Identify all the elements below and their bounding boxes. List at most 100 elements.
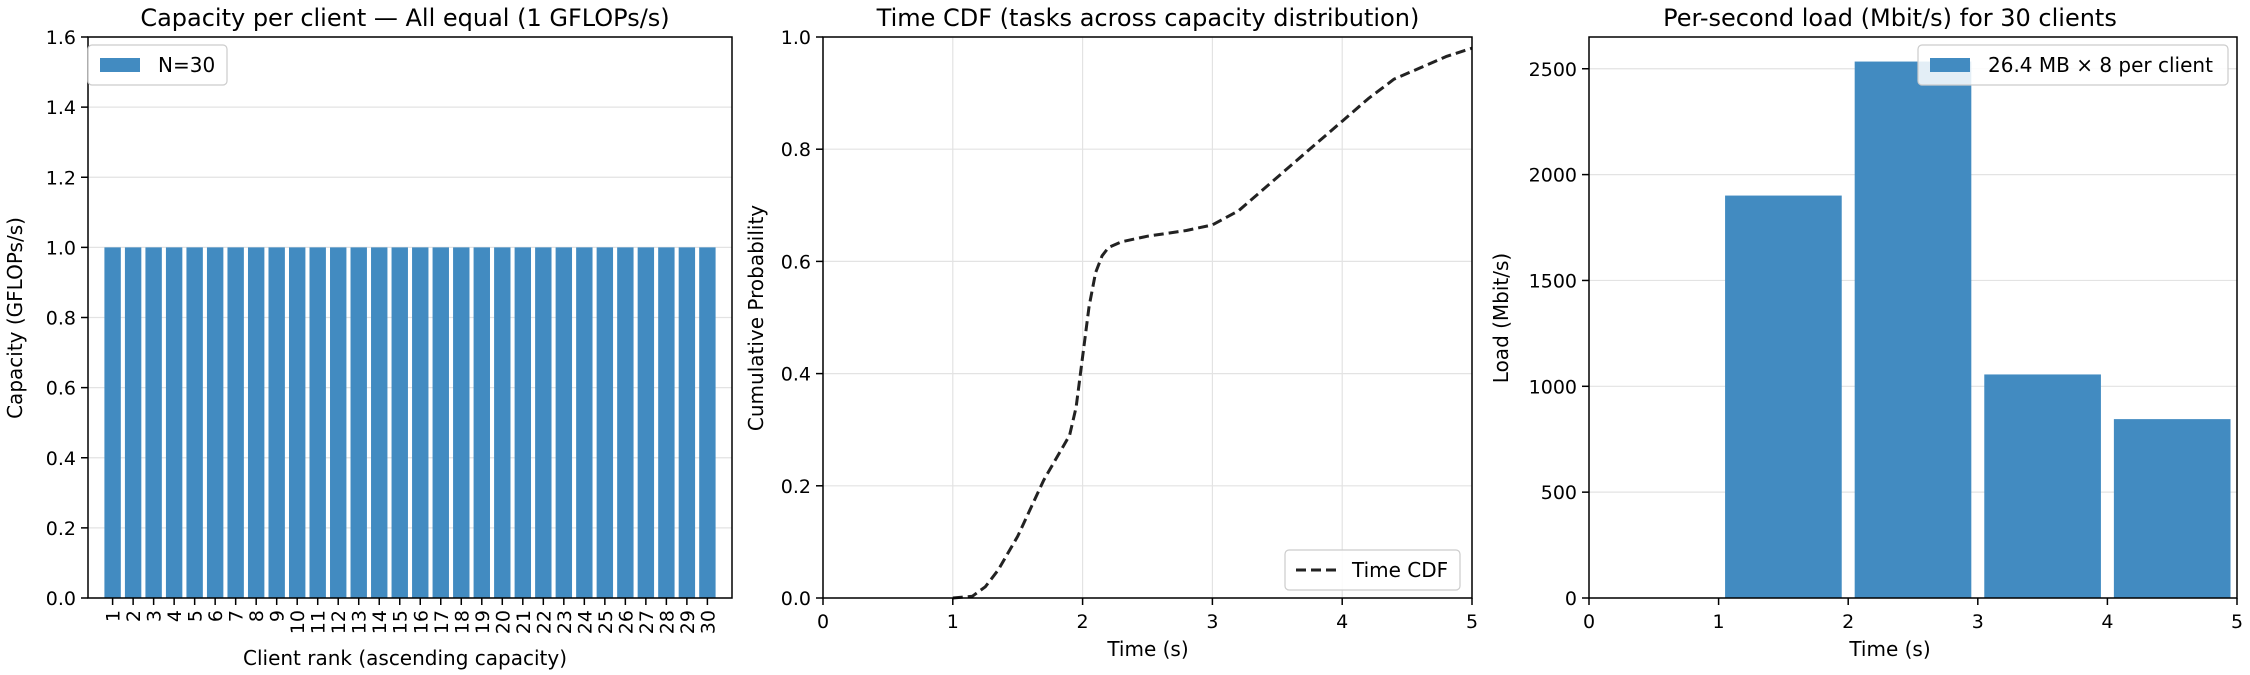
chart3-bar — [2113, 419, 2231, 598]
chart1-bar — [576, 247, 593, 598]
chart1-bar — [617, 247, 634, 598]
chart1-bar — [596, 247, 614, 598]
chart2-ytick-label: 0.4 — [781, 364, 811, 386]
chart3-ytick-label: 0 — [1565, 588, 1577, 610]
chart1-ytick-label: 0.6 — [46, 378, 76, 400]
chart3-xtick-label: 4 — [2101, 611, 2113, 633]
chart1-bar — [494, 247, 511, 598]
chart3-bar — [1854, 61, 1972, 598]
chart1-bar — [473, 247, 490, 598]
chart1-xtick-label: 18 — [451, 610, 473, 634]
chart1-bar — [330, 247, 347, 598]
chart1-bar — [247, 247, 265, 598]
chart1-bar — [165, 247, 183, 598]
chart1-bar — [350, 247, 367, 598]
chart1-bar — [432, 247, 449, 598]
chart1-xtick-label: 13 — [349, 610, 371, 634]
chart1-xtick-label: 26 — [615, 610, 637, 634]
chart1-ytick-label: 0.4 — [46, 448, 76, 470]
chart1-ylabel: Capacity (GFLOPs/s) — [3, 217, 27, 419]
chart1-bar — [699, 247, 716, 598]
chart2-ytick-label: 0.8 — [781, 139, 811, 161]
chart1-xtick-label: 29 — [677, 610, 699, 634]
chart1-xtick-label: 1 — [103, 610, 125, 622]
chart3-ytick-label: 500 — [1541, 482, 1577, 504]
panel-time-cdf: Time CDF (tasks across capacity distribu… — [744, 4, 1478, 661]
chart1-xtick-label: 11 — [308, 610, 330, 634]
chart1-xtick-label: 24 — [574, 610, 596, 634]
panel-per-second-load: Per-second load (Mbit/s) for 30 clients … — [1489, 4, 2243, 661]
chart1-bar — [637, 247, 655, 598]
chart1-bar — [453, 247, 470, 598]
chart1-legend-label: N=30 — [158, 53, 215, 77]
chart3-ytick-label: 2000 — [1529, 165, 1577, 187]
chart1-ytick-label: 0.0 — [46, 588, 76, 610]
chart1-ytick-label: 1.6 — [46, 27, 76, 49]
chart1-xtick-label: 20 — [492, 610, 514, 634]
chart2-xlabel: Time (s) — [1106, 637, 1188, 661]
chart1-ytick-label: 1.2 — [46, 167, 76, 189]
chart2-ytick-label: 0.2 — [781, 476, 811, 498]
chart3-bar — [1984, 374, 2101, 598]
chart3-ytick-label: 2500 — [1529, 59, 1577, 81]
chart2-title: Time CDF (tasks across capacity distribu… — [876, 4, 1420, 32]
chart1-xtick-label: 21 — [513, 610, 535, 634]
chart2-ytick-label: 0.0 — [781, 588, 811, 610]
chart3-ytick-label: 1000 — [1529, 376, 1577, 398]
chart1-xtick-label: 19 — [472, 610, 494, 634]
chart1-xtick-label: 23 — [554, 610, 576, 634]
panel-capacity-per-client: Capacity per client — All equal (1 GFLOP… — [3, 4, 733, 670]
chart1-xtick-label: 25 — [595, 610, 617, 634]
chart1-xtick-label: 27 — [636, 610, 658, 634]
chart3-xtick-label: 3 — [1972, 611, 1984, 633]
chart1-bar — [371, 247, 388, 598]
chart2-legend: Time CDF — [1284, 549, 1461, 591]
chart1-ytick-label: 1.0 — [46, 237, 76, 259]
chart1-bar — [206, 247, 224, 598]
chart2-legend-label: Time CDF — [1351, 558, 1448, 582]
chart1-bar — [535, 247, 552, 598]
chart3-legend: 26.4 MB × 8 per client — [1917, 44, 2229, 86]
chart2-xtick-label: 3 — [1206, 611, 1218, 633]
chart3-title: Per-second load (Mbit/s) for 30 clients — [1663, 4, 2117, 32]
chart3-ytick-label: 1500 — [1529, 270, 1577, 292]
chart1-xtick-label: 14 — [369, 610, 391, 634]
chart2-xtick-label: 5 — [1466, 611, 1478, 633]
chart1-bar — [227, 247, 244, 598]
chart1-xtick-label: 4 — [164, 610, 186, 622]
chart1-bar — [145, 247, 162, 598]
chart1-ytick-label: 0.8 — [46, 308, 76, 330]
chart1-legend: N=30 — [87, 44, 228, 86]
chart1-bar — [658, 247, 675, 598]
chart3-xlabel: Time (s) — [1848, 637, 1930, 661]
chart1-xtick-label: 6 — [205, 610, 227, 622]
chart1-xtick-label: 2 — [123, 610, 145, 622]
chart1-xtick-label: 15 — [390, 610, 412, 634]
chart1-bar — [124, 247, 142, 598]
chart3-ylabel: Load (Mbit/s) — [1489, 253, 1513, 383]
chart1-bar — [104, 247, 121, 598]
chart1-bar — [391, 247, 408, 598]
chart2-frame — [822, 36, 1473, 599]
chart3-xtick-label: 0 — [1583, 611, 1595, 633]
chart3-xtick-label: 5 — [2231, 611, 2243, 633]
chart1-bar — [288, 247, 306, 598]
chart1-frame — [87, 36, 733, 599]
chart1-xtick-label: 10 — [287, 610, 309, 634]
chart2-ytick-label: 1.0 — [781, 27, 811, 49]
chart1-bar — [678, 247, 696, 598]
chart3-bar — [1725, 195, 1842, 598]
chart1-xlabel: Client rank (ascending capacity) — [243, 646, 567, 670]
chart3-xtick-label: 1 — [1713, 611, 1725, 633]
chart1-legend-swatch — [100, 58, 140, 72]
chart1-bar — [268, 247, 285, 598]
chart3-frame — [1588, 36, 2238, 599]
chart3-xtick-label: 2 — [1842, 611, 1854, 633]
chart2-xtick-label: 1 — [947, 611, 959, 633]
chart3-legend-swatch — [1930, 58, 1970, 72]
chart1-xtick-label: 7 — [226, 610, 248, 622]
chart3-legend-label: 26.4 MB × 8 per client — [1988, 53, 2213, 77]
chart1-title: Capacity per client — All equal (1 GFLOP… — [140, 4, 669, 32]
chart1-ytick-label: 0.2 — [46, 518, 76, 540]
chart1-xtick-label: 9 — [267, 610, 289, 622]
